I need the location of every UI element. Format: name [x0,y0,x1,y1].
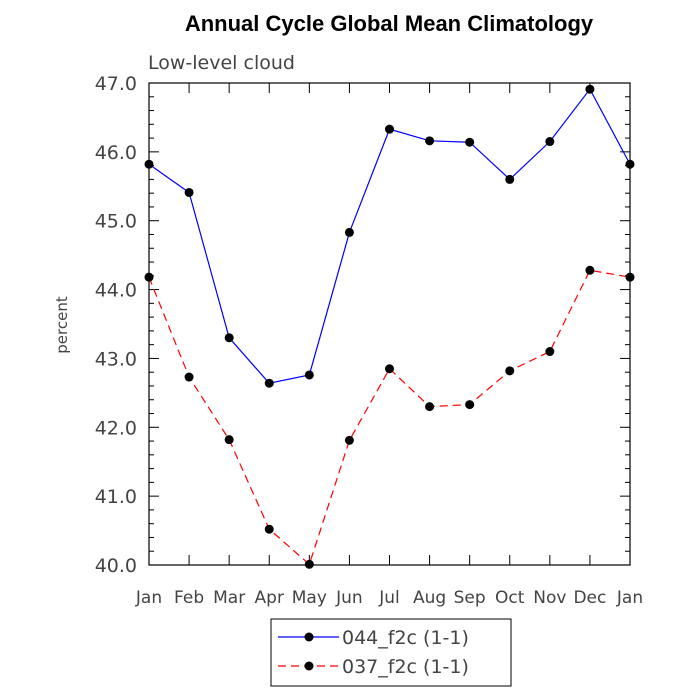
legend-marker-2 [304,661,314,671]
series-layer [144,84,635,569]
y-tick-label: 40.0 [95,555,137,577]
data-point [465,400,475,410]
x-tick-label: Sep [454,588,486,608]
data-point [385,124,394,134]
x-tick-labels: Jan Feb Mar Apr May Jun Jul Aug Sep Oct Nov Dec Jan [135,588,643,608]
legend: 044_f2c (1-1) 037_f2c (1-1) [270,618,512,687]
x-tick-label: Jan [616,588,643,608]
chart-subtitle: Low-level cloud [148,52,295,74]
plot-frame [148,82,631,566]
legend-box [270,618,512,687]
data-point [304,559,314,569]
data-point [344,227,354,237]
x-tick-label: Feb [174,588,204,608]
data-point [184,372,194,382]
data-point [184,187,194,197]
x-tick-label: Jan [135,588,162,608]
x-tick-label: Apr [255,588,284,608]
data-point [224,333,234,343]
data-point [385,364,394,374]
x-tick-label: Jun [335,588,363,608]
x-tick-label: Mar [213,588,245,608]
x-tick-label: Jul [378,588,400,608]
data-point [264,378,274,388]
data-point [585,84,595,94]
data-point [304,370,314,380]
y-tick-label: 41.0 [95,486,137,508]
data-point [505,366,515,376]
x-tick-label: Aug [413,588,446,608]
legend-label-2: 037_f2c (1-1) [342,656,469,678]
legend-label-1: 044_f2c (1-1) [342,627,469,649]
y-tick-label: 45.0 [95,211,137,233]
y-tick-label: 42.0 [95,417,137,439]
data-point [344,435,354,445]
data-point [545,347,555,357]
y-tick-label: 47.0 [95,73,137,95]
data-point [585,265,595,275]
y-tick-label: 44.0 [95,280,137,302]
data-point [425,136,435,146]
data-point [545,137,555,147]
y-tick-label: 43.0 [95,348,137,370]
data-point [465,137,475,147]
x-tick-label: May [292,588,327,608]
data-point [425,402,435,412]
x-tick-label: Nov [533,588,566,608]
legend-marker-1 [304,632,314,642]
data-point [264,524,274,534]
series-line-2 [148,269,631,566]
y-axis-label: percent [53,296,71,354]
y-tick-labels: 40.0 41.0 42.0 43.0 44.0 45.0 46.0 47.0 [95,73,137,577]
y-tick-label: 46.0 [95,142,137,164]
data-point [505,174,515,184]
x-tick-label: Oct [495,588,525,608]
x-tick-label: Dec [573,588,606,608]
data-point [224,435,234,445]
axis-ticks [148,82,631,566]
chart-title: Annual Cycle Global Mean Climatology [185,11,594,36]
